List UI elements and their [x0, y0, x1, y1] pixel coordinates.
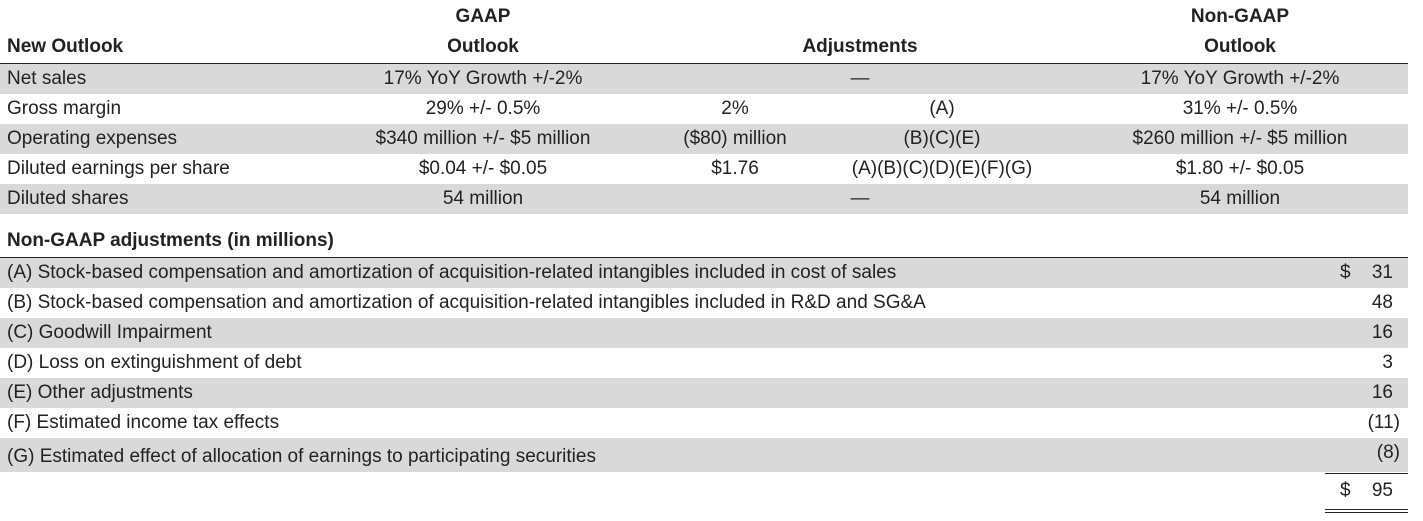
- list-item: (F) Estimated income tax effects (11): [0, 408, 1408, 438]
- adjustment-label: (E) Other adjustments: [7, 382, 193, 403]
- adj-amount: $1.76: [711, 158, 759, 179]
- adj-ref: —: [850, 68, 870, 89]
- adj-ref: (A)(B)(C)(D)(E)(F)(G): [851, 158, 1033, 179]
- adj-ref: (B)(C)(E): [903, 128, 981, 149]
- adjustments-rule: [0, 257, 1408, 258]
- list-item: (C) Goodwill Impairment 16: [0, 318, 1408, 348]
- gaap-value: 29% +/- 0.5%: [425, 98, 541, 119]
- adjustment-label: (D) Loss on extinguishment of debt: [7, 352, 302, 373]
- adjustment-label: (G) Estimated effect of allocation of ea…: [7, 446, 596, 467]
- adjustments-header: Adjustments: [802, 36, 918, 57]
- list-item: (A) Stock-based compensation and amortiz…: [0, 258, 1408, 288]
- gaap-value: 54 million: [442, 188, 524, 209]
- total-currency-symbol: $: [1340, 480, 1351, 501]
- adjustment-label: (A) Stock-based compensation and amortiz…: [7, 262, 897, 283]
- adjustment-value: 16: [1371, 322, 1393, 343]
- nongaap-header-line2: Outlook: [1204, 36, 1276, 57]
- gaap-value: $0.04 +/- $0.05: [418, 158, 548, 179]
- gaap-header-line2: Outlook: [447, 36, 519, 57]
- gaap-header-line1: GAAP: [455, 6, 511, 27]
- nongaap-header-line1: Non-GAAP: [1190, 6, 1290, 27]
- nongaap-value: 17% YoY Growth +/-2%: [1140, 68, 1340, 89]
- list-item: (G) Estimated effect of allocation of ea…: [0, 438, 1408, 472]
- nongaap-value: $1.80 +/- $0.05: [1175, 158, 1305, 179]
- adjustment-value: 16: [1371, 382, 1393, 403]
- adj-ref: (A): [929, 98, 955, 119]
- row-label: Diluted shares: [7, 188, 129, 209]
- total-value: 95: [1371, 480, 1393, 501]
- adjustment-label: (F) Estimated income tax effects: [7, 412, 280, 433]
- adjustment-value: (11): [1367, 412, 1400, 433]
- row-label: Gross margin: [7, 98, 122, 119]
- nongaap-value: $260 million +/- $5 million: [1132, 128, 1348, 149]
- nongaap-value: 54 million: [1199, 188, 1281, 209]
- list-item: (D) Loss on extinguishment of debt 3: [0, 348, 1408, 378]
- table-row: Diluted earnings per share $0.04 +/- $0.…: [0, 154, 1408, 184]
- row-label: Net sales: [7, 68, 87, 89]
- adjustment-label: (B) Stock-based compensation and amortiz…: [7, 292, 926, 313]
- list-item: (B) Stock-based compensation and amortiz…: [0, 288, 1408, 318]
- currency-symbol: $: [1340, 262, 1351, 283]
- table-row: Gross margin 29% +/- 0.5% 2% (A) 31% +/-…: [0, 94, 1408, 124]
- header-rule: [0, 63, 1408, 64]
- adj-amount: 2%: [721, 98, 749, 119]
- row-label: Diluted earnings per share: [7, 158, 230, 179]
- adjustment-value: 48: [1371, 292, 1393, 313]
- adjustment-label: (C) Goodwill Impairment: [7, 322, 212, 343]
- adjustment-value: (8): [1376, 442, 1400, 463]
- adjustment-value: 31: [1371, 262, 1393, 283]
- list-item: (E) Other adjustments 16: [0, 378, 1408, 408]
- total-double-rule-2: [1325, 512, 1408, 513]
- total-top-rule: [1325, 473, 1408, 474]
- table-row: Net sales 17% YoY Growth +/-2% — 17% YoY…: [0, 64, 1408, 94]
- adjustments-title: Non-GAAP adjustments (in millions): [7, 230, 334, 251]
- gaap-value: 17% YoY Growth +/-2%: [383, 68, 583, 89]
- adjustment-value: 3: [1382, 352, 1393, 373]
- gaap-value: $340 million +/- $5 million: [375, 128, 591, 149]
- total-double-rule-1: [1325, 509, 1408, 510]
- adj-ref: —: [850, 188, 870, 209]
- row-label: Operating expenses: [7, 128, 178, 149]
- table-row: Operating expenses $340 million +/- $5 m…: [0, 124, 1408, 154]
- new-outlook-title: New Outlook: [7, 36, 124, 57]
- table-row: Diluted shares 54 million — 54 million: [0, 184, 1408, 214]
- adj-amount: ($80) million: [683, 128, 787, 149]
- nongaap-value: 31% +/- 0.5%: [1182, 98, 1298, 119]
